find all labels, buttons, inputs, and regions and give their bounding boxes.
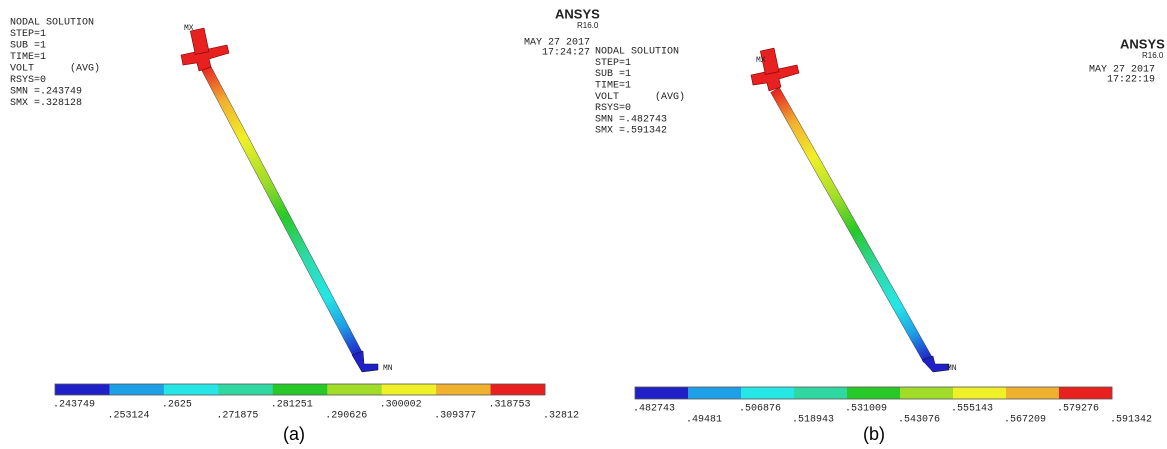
header-line: NODAL SOLUTION: [10, 18, 94, 29]
brand: ANSYS: [1120, 36, 1165, 51]
legend-label: .567209: [1004, 415, 1046, 426]
colorbar-segment: [273, 384, 328, 395]
header-line: SMX =.591342: [595, 126, 667, 137]
rod: [201, 64, 363, 358]
legend-label: .290626: [325, 411, 367, 422]
legend-label: .281251: [271, 400, 313, 411]
colorbar-segment: [55, 384, 110, 395]
colorbar-segment: [109, 384, 164, 395]
legend-label: .2625: [162, 400, 192, 411]
legend-label: .506876: [739, 404, 781, 415]
colorbar-segment: [953, 387, 1006, 399]
version: R16.0: [1142, 51, 1164, 60]
time: 17:24:27: [542, 48, 590, 59]
header-line: TIME=1: [10, 52, 46, 63]
legend-label: .300002: [380, 400, 422, 411]
header-line: VOLT (AVG): [595, 91, 685, 103]
header-line: SUB =1: [595, 69, 631, 80]
time: 17:22:19: [1107, 75, 1155, 86]
max-label: MX: [184, 24, 194, 33]
colorbar-segment: [741, 387, 794, 399]
min-label: MN: [947, 364, 957, 373]
legend-label: .482743: [633, 404, 675, 415]
legend-label: .518943: [792, 415, 834, 426]
legend-label: .579276: [1057, 404, 1099, 415]
colorbar-segment: [1006, 387, 1059, 399]
rod-tail: [922, 356, 949, 372]
version: R16.0: [577, 21, 599, 30]
header-line: SMN =.243749: [10, 87, 82, 98]
header-line: RSYS=0: [10, 75, 46, 86]
caption: (b): [863, 424, 885, 444]
colorbar-segment: [847, 387, 900, 399]
header-line: RSYS=0: [595, 103, 631, 114]
legend-label: .591342: [1110, 415, 1152, 426]
header-line: SMN =.482743: [595, 114, 667, 125]
header-line: NODAL SOLUTION: [595, 47, 679, 58]
legend-label: .32812: [543, 411, 579, 422]
colorbar-segment: [436, 384, 491, 395]
legend-label: .309377: [434, 411, 476, 422]
legend-label: .49481: [686, 415, 722, 426]
min-label: MN: [383, 364, 393, 373]
colorbar-segment: [900, 387, 953, 399]
header-line: VOLT (AVG): [10, 63, 100, 75]
header-line: SUB =1: [10, 41, 46, 52]
legend-label: .253124: [107, 411, 149, 422]
colorbar-segment: [382, 384, 437, 395]
header-line: TIME=1: [595, 81, 631, 92]
rod-tail: [352, 351, 378, 372]
colorbar-segment: [688, 387, 741, 399]
legend-label: .318753: [489, 400, 531, 411]
colorbar-segment: [327, 384, 382, 395]
legend-label: .543076: [898, 415, 940, 426]
colorbar-segment: [1059, 387, 1112, 399]
brand: ANSYS: [555, 6, 600, 21]
colorbar-segment: [794, 387, 847, 399]
colorbar-segment: [164, 384, 219, 395]
legend-label: .243749: [53, 400, 95, 411]
colorbar-segment: [635, 387, 688, 399]
colorbar-segment: [491, 384, 546, 395]
figure: NODAL SOLUTIONSTEP=1SUB =1TIME=1VOLT (AV…: [0, 0, 1167, 449]
legend-label: .531009: [845, 404, 887, 415]
rod: [771, 88, 933, 363]
legend-label: .555143: [951, 404, 993, 415]
legend-label: .271875: [216, 411, 258, 422]
header-line: STEP=1: [595, 58, 631, 69]
header-line: SMX =.328128: [10, 98, 82, 109]
header-line: STEP=1: [10, 29, 46, 40]
caption: (a): [283, 424, 305, 444]
colorbar-segment: [218, 384, 273, 395]
max-label: MX: [756, 56, 766, 65]
